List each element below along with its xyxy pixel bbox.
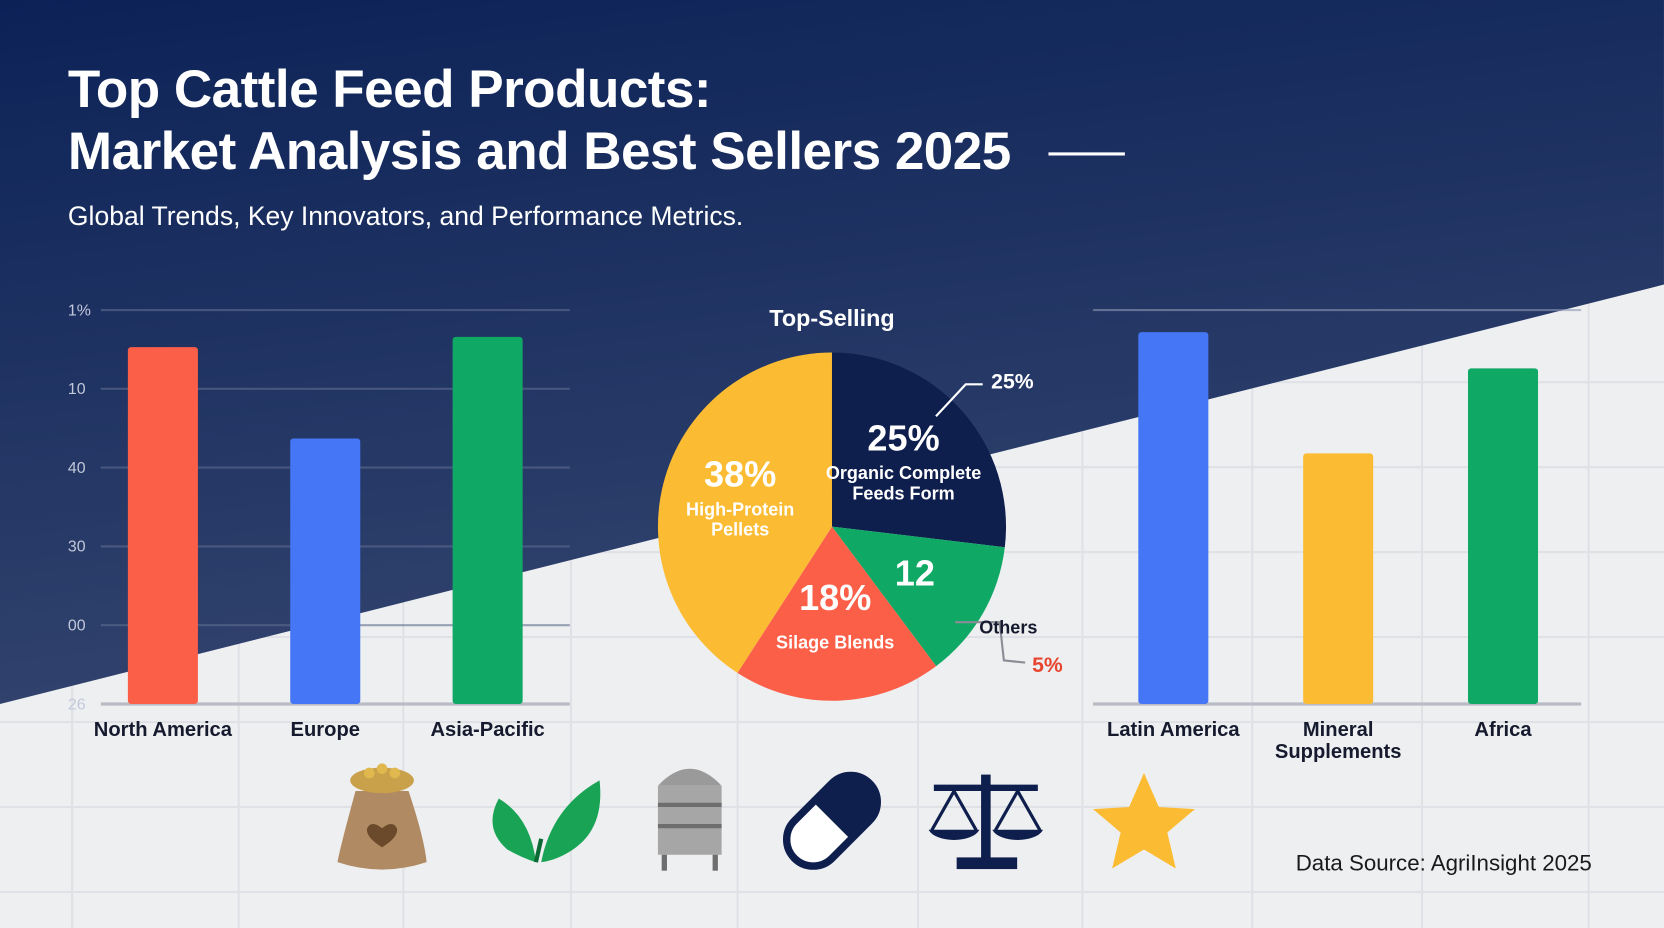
annotation: 25% [991,370,1034,394]
icon-feed-bag [337,763,427,870]
pie-category-label: Organic Complete Feeds Form [825,463,982,504]
bar [127,347,198,704]
icon-scales [928,774,1044,870]
pie-value-label: 12 [894,553,935,594]
y-tick-label: 00 [68,617,86,634]
pie-title: Top-Selling [769,304,895,332]
icon-leaves [492,780,601,863]
pie-slice [831,352,1007,548]
x-tick-label: Asia-Pacific [430,718,545,742]
x-tick-label: Latin America [1107,718,1240,742]
icon-capsule [782,771,881,870]
callout-line [955,621,1026,664]
x-tick-label: Europe [290,718,360,742]
chart-marks: 26 00 30 40 10 1% [68,302,1582,713]
y-tick-label: 26 [68,696,86,713]
pie-category-label: Silage Blends [776,632,895,653]
icon-star [1093,772,1195,869]
y-tick-label: 1% [68,302,91,319]
bar [1138,332,1209,704]
annotation: 5% [1032,654,1063,678]
header-band [0,0,1664,704]
x-tick-label: Africa [1474,718,1532,742]
data-source: Data Source: AgriInsight 2025 [1295,851,1592,876]
subtitle: Global Trends, Key Innovators, and Perfo… [67,201,744,232]
bar [290,438,361,704]
pie-category-label: High-Protein Pellets [686,499,795,540]
bar [452,336,523,704]
y-tick-label: 40 [68,460,86,477]
pie-value-label: 18% [799,578,872,619]
pie-category-label: Others [979,617,1038,638]
callout-line [935,383,983,417]
y-tick-label: 10 [68,381,86,398]
title-line: Top Cattle Feed Products: [67,59,712,119]
icon-silo [657,768,722,871]
y-tick-label: 30 [68,539,86,556]
pie-slice [657,352,832,673]
pie-slice [737,526,937,701]
pie-slice [831,526,1005,667]
x-tick-label: North America [93,718,232,742]
bar [1303,453,1374,704]
bar [1467,368,1539,704]
x-tick-label: Mineral Supplements [1274,718,1402,764]
title-line: Market Analysis and Best Sellers 2025 [67,121,1011,181]
pie-value-label: 25% [867,418,940,460]
pie-value-label: 38% [704,455,777,496]
